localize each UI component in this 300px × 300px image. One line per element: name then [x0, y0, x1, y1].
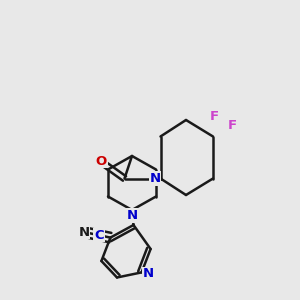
Text: F: F: [210, 110, 219, 124]
Text: N: N: [149, 172, 161, 185]
Text: N: N: [142, 267, 154, 280]
Text: F: F: [228, 119, 237, 133]
Text: N: N: [126, 209, 138, 222]
Text: N: N: [78, 226, 90, 239]
Text: C: C: [94, 229, 104, 242]
Text: O: O: [95, 154, 107, 168]
